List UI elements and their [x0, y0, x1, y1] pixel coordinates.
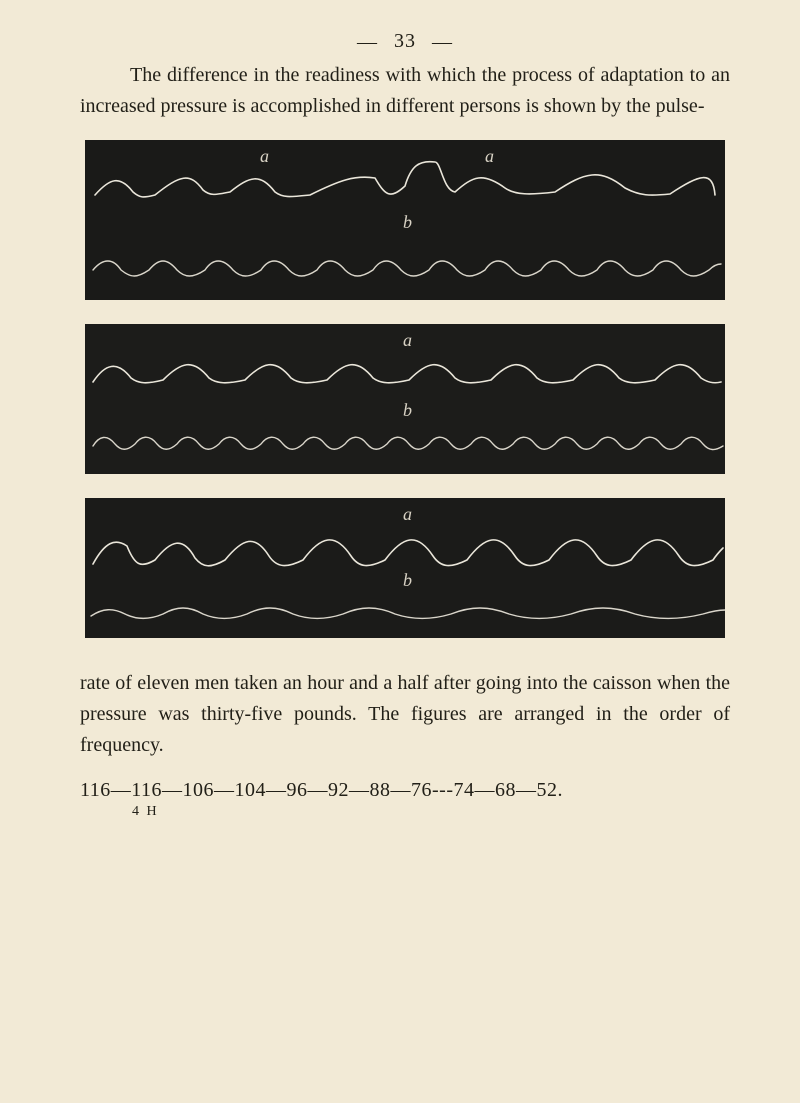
plate2-label-b: b: [403, 400, 412, 420]
paragraph-2: rate of eleven men taken an hour and a h…: [80, 668, 730, 761]
paragraph-1: The difference in the readiness with whi…: [80, 60, 730, 122]
pulse-plate-2-svg: a b: [85, 324, 725, 474]
page: — 33 — The difference in the readiness w…: [0, 0, 800, 860]
pulse-plate-1-svg: a a b: [85, 140, 725, 300]
plate1-label-b: b: [403, 212, 412, 232]
plate3-label-b: b: [403, 570, 412, 590]
page-number: — 33 —: [80, 30, 730, 54]
pulse-plate-1: a a b: [85, 140, 725, 300]
page-dash-left: —: [357, 31, 378, 54]
signature-mark: 4 H: [132, 804, 730, 820]
pulse-plate-3: a b: [85, 498, 725, 638]
pulse-rate-sequence: 116—116—106—104—96—92—88—76---74—68—52.: [80, 779, 730, 802]
pulse-plate-3-svg: a b: [85, 498, 725, 638]
pulse-plate-2: a b: [85, 324, 725, 474]
plate1-label-a1: a: [260, 146, 269, 166]
plate3-label-a: a: [403, 504, 412, 524]
plate2-label-a: a: [403, 330, 412, 350]
page-number-value: 33: [394, 30, 416, 52]
page-dash-right: —: [432, 31, 453, 54]
pulse-trace-plates: a a b a b a b: [80, 140, 730, 638]
plate1-label-a2: a: [485, 146, 494, 166]
